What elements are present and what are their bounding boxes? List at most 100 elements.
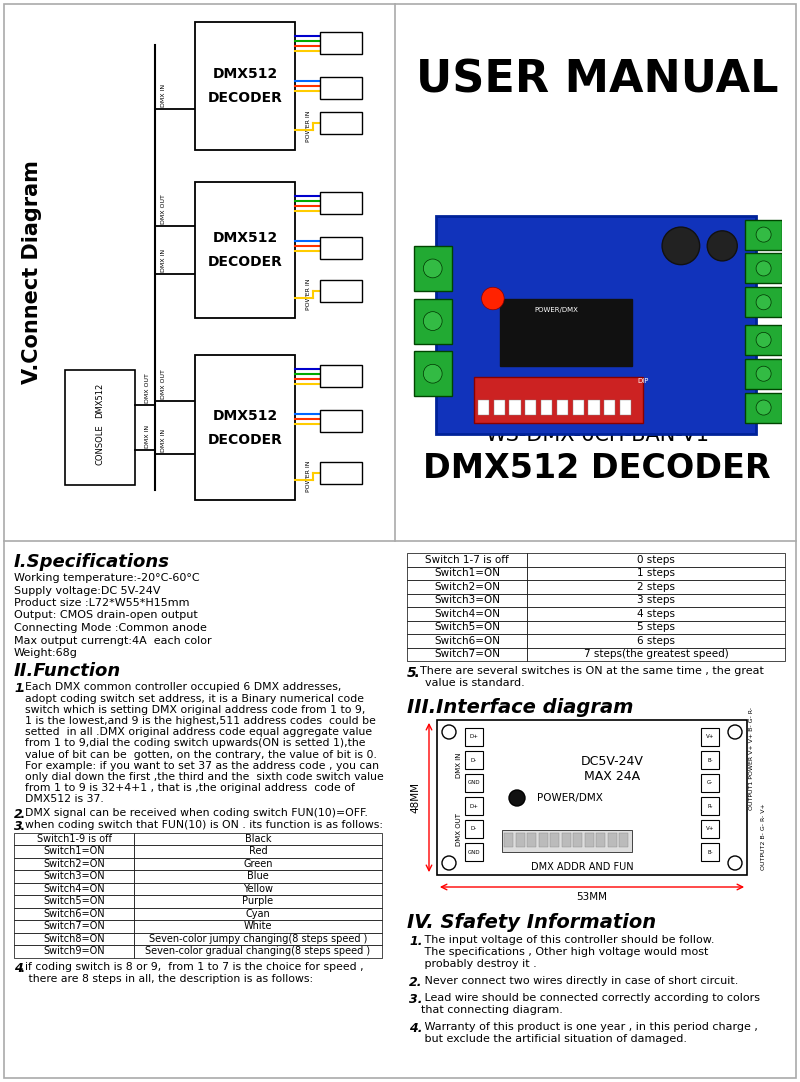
Text: DECODER: DECODER xyxy=(207,433,282,447)
Text: LED: LED xyxy=(331,415,350,426)
Bar xyxy=(620,400,631,415)
Text: Weight:68g: Weight:68g xyxy=(14,648,78,658)
Text: Connecting Mode :Common anode: Connecting Mode :Common anode xyxy=(14,623,207,633)
Text: Switch3=ON: Switch3=ON xyxy=(43,871,105,882)
Text: POWER IN: POWER IN xyxy=(306,279,311,311)
Text: Output: CMOS drain-open output: Output: CMOS drain-open output xyxy=(14,610,198,620)
Bar xyxy=(14,946,134,958)
Bar xyxy=(320,113,362,134)
Text: .: . xyxy=(20,683,25,696)
Bar xyxy=(134,883,382,895)
Bar xyxy=(320,192,362,214)
Text: Purple: Purple xyxy=(242,897,274,907)
Text: .: . xyxy=(414,667,419,679)
Text: 2 steps: 2 steps xyxy=(637,582,675,592)
Text: LED: LED xyxy=(331,38,350,48)
Circle shape xyxy=(442,725,456,739)
Bar xyxy=(407,567,527,580)
Bar xyxy=(501,299,632,366)
Bar xyxy=(494,400,505,415)
Bar xyxy=(474,378,643,423)
Text: Switch6=ON: Switch6=ON xyxy=(434,636,500,646)
Bar xyxy=(14,870,134,883)
Text: OUTPUT1 POWER V+ V+ B- G- R-: OUTPUT1 POWER V+ V+ B- G- R- xyxy=(749,708,754,810)
Bar xyxy=(407,580,527,594)
Text: For example: if you want to set 37 as the address code , you can: For example: if you want to set 37 as th… xyxy=(25,761,379,770)
Bar xyxy=(701,728,719,745)
Circle shape xyxy=(728,856,742,870)
Text: Black: Black xyxy=(245,834,271,844)
Bar xyxy=(527,620,785,634)
Bar xyxy=(502,830,632,852)
Bar xyxy=(478,400,489,415)
Text: .: . xyxy=(20,807,25,821)
Text: 1 is the lowest,and 9 is the highest,511 address codes  could be: 1 is the lowest,and 9 is the highest,511… xyxy=(25,716,376,726)
Bar xyxy=(320,365,362,387)
Text: 3.: 3. xyxy=(409,993,422,1006)
Bar xyxy=(320,237,362,259)
Text: 6 steps: 6 steps xyxy=(637,636,675,646)
Text: G-: G- xyxy=(707,780,713,786)
Bar xyxy=(550,833,559,847)
Text: V+: V+ xyxy=(706,827,714,831)
Text: adopt coding switch set address, it is a Binary numerical code: adopt coding switch set address, it is a… xyxy=(25,694,364,703)
Text: 1: 1 xyxy=(14,683,22,696)
Text: Switch4=ON: Switch4=ON xyxy=(434,609,500,619)
Text: 3 steps: 3 steps xyxy=(637,595,675,605)
Text: DECODER: DECODER xyxy=(207,255,282,269)
Text: Switch2=ON: Switch2=ON xyxy=(434,582,500,592)
Text: that connecting diagram.: that connecting diagram. xyxy=(421,1005,563,1015)
Bar xyxy=(745,253,782,283)
Circle shape xyxy=(756,227,771,242)
Bar xyxy=(745,287,782,317)
Text: 53MM: 53MM xyxy=(577,892,607,902)
Text: only dial down the first ,the third and the  sixth code switch value: only dial down the first ,the third and … xyxy=(25,773,384,782)
Bar xyxy=(320,410,362,432)
Text: DMX signal can be received when coding switch FUN(10)=OFF.: DMX signal can be received when coding s… xyxy=(25,807,368,818)
Bar xyxy=(195,355,295,500)
Bar xyxy=(465,843,483,861)
Text: LED: LED xyxy=(331,83,350,93)
Text: 5: 5 xyxy=(407,667,417,679)
Text: DMX512: DMX512 xyxy=(212,409,278,422)
Bar xyxy=(134,946,382,958)
Text: DMX ADDR AND FUN: DMX ADDR AND FUN xyxy=(530,862,634,872)
Text: DMX IN: DMX IN xyxy=(145,425,150,448)
Text: POWER: POWER xyxy=(326,287,357,295)
Bar xyxy=(745,220,782,250)
Bar xyxy=(515,833,525,847)
Bar xyxy=(407,634,527,647)
Text: if coding switch is 8 or 9,  from 1 to 7 is the choice for speed ,: if coding switch is 8 or 9, from 1 to 7 … xyxy=(25,962,364,972)
Text: DMX IN: DMX IN xyxy=(161,428,166,451)
Text: White: White xyxy=(244,922,272,932)
Text: DMX OUT: DMX OUT xyxy=(161,194,166,224)
Text: Never connect two wires directly in case of short circuit.: Never connect two wires directly in case… xyxy=(421,976,738,986)
Text: POWER/DMX: POWER/DMX xyxy=(535,307,578,313)
Text: V.Connect Diagram: V.Connect Diagram xyxy=(22,160,42,384)
Text: POWER IN: POWER IN xyxy=(306,461,311,492)
Bar xyxy=(745,325,782,355)
Text: Switch1=ON: Switch1=ON xyxy=(43,846,105,857)
Text: probably destroy it .: probably destroy it . xyxy=(421,959,537,969)
Bar xyxy=(557,400,568,415)
Bar xyxy=(14,833,134,845)
Bar xyxy=(14,933,134,946)
Bar xyxy=(320,77,362,98)
Text: Cyan: Cyan xyxy=(246,909,270,919)
Text: Product size :L72*W55*H15mm: Product size :L72*W55*H15mm xyxy=(14,598,190,608)
Text: Switch3=ON: Switch3=ON xyxy=(434,595,500,605)
Bar xyxy=(527,607,785,620)
Text: II.Function: II.Function xyxy=(14,662,122,681)
Bar xyxy=(527,594,785,607)
Text: D+: D+ xyxy=(470,804,478,808)
Text: GND: GND xyxy=(468,780,480,786)
Text: OUTPUT2 B- G- R- V+: OUTPUT2 B- G- R- V+ xyxy=(761,803,766,870)
Text: LED: LED xyxy=(331,243,350,253)
Text: 2: 2 xyxy=(14,807,22,821)
Bar xyxy=(527,634,785,647)
Bar xyxy=(465,751,483,769)
Bar xyxy=(195,22,295,150)
Text: III.Interface diagram: III.Interface diagram xyxy=(407,698,634,717)
Text: 5 steps: 5 steps xyxy=(637,622,675,632)
Text: DMX512: DMX512 xyxy=(212,230,278,245)
